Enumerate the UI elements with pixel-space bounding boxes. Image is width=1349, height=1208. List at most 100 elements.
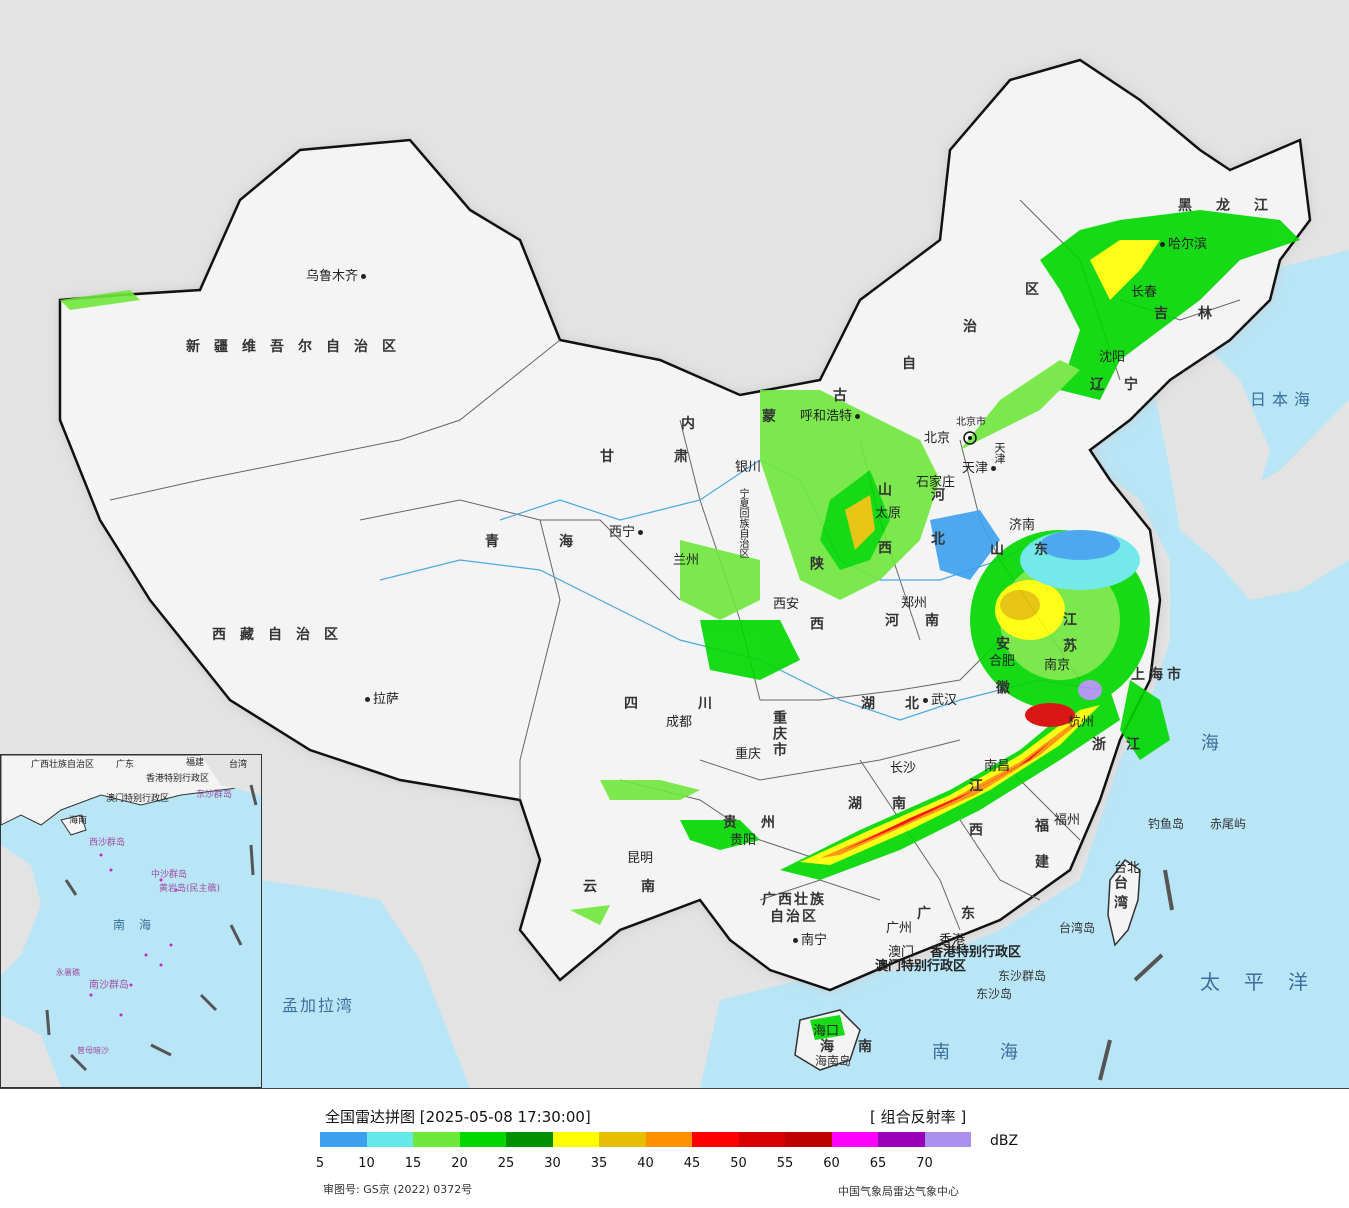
region-neimenggu-6: 区 <box>1025 283 1053 297</box>
city-shenyang: 沈阳 <box>1099 351 1125 364</box>
scale-tick-60: 60 <box>823 1156 840 1171</box>
region-chongqing: 重庆市 <box>772 710 786 758</box>
region-jiangsu: 江苏 <box>1062 612 1076 664</box>
city-taiyuan: 太原 <box>875 507 901 520</box>
city-hohhot: 呼和浩特 <box>800 410 863 423</box>
inset-south-sea: 南海 <box>113 919 165 931</box>
inset-aomen: 澳门特别行政区 <box>106 795 169 804</box>
legend-panel <box>0 1089 1349 1208</box>
sea-bengal: 孟加拉湾 <box>282 998 354 1014</box>
city-zhengzhou: 郑州 <box>901 597 927 610</box>
city-xian: 西安 <box>773 598 799 611</box>
region-shaanxi: 陕西 <box>809 556 823 676</box>
source-credit: 中国气象局雷达气象中心 <box>838 1183 959 1199</box>
inset-guangdong: 广东 <box>116 761 134 770</box>
scale-tick-15: 15 <box>405 1156 422 1171</box>
legend-title: 全国雷达拼图 [2025-05-08 17:30:00] <box>325 1106 591 1127</box>
region-tianjin: 天津 <box>994 442 1005 464</box>
scale-tick-20: 20 <box>451 1156 468 1171</box>
scale-tick-35: 35 <box>591 1156 608 1171</box>
inset-xianggang: 香港特别行政区 <box>146 775 209 784</box>
color-swatch-11 <box>832 1132 879 1147</box>
region-jilin: 吉林 <box>1154 307 1242 321</box>
inset-taiwan: 台湾 <box>229 761 247 770</box>
region-xinjiang: 新疆维吾尔自治区 <box>186 340 410 354</box>
city-macau: 澳门 <box>888 946 914 959</box>
region-henan: 河南 <box>885 614 965 628</box>
scale-tick-25: 25 <box>498 1156 515 1171</box>
city-chengdu: 成都 <box>666 716 692 729</box>
color-swatch-7 <box>646 1132 693 1147</box>
color-swatch-3 <box>460 1132 507 1147</box>
city-lhasa: 拉萨 <box>362 693 399 706</box>
city-hongkong: 香港 <box>939 934 965 947</box>
city-jinan: 济南 <box>1009 519 1035 532</box>
scale-tick-55: 55 <box>777 1156 794 1171</box>
city-beijing-label: 北京市 <box>956 418 986 428</box>
region-aomen: 澳门特别行政区 <box>875 960 966 973</box>
region-xizang: 西藏自治区 <box>212 628 352 642</box>
region-neimenggu-4: 自 <box>902 357 930 371</box>
color-swatch-2 <box>413 1132 460 1147</box>
region-fujian: 福建 <box>1034 818 1048 890</box>
island-taiwan: 台湾岛 <box>1059 922 1095 934</box>
island-chiwei: 赤尾屿 <box>1210 818 1246 830</box>
city-beijing: 北京 <box>924 432 950 445</box>
region-neimenggu-3: 古 <box>833 389 861 403</box>
sea-japan: 日本海 <box>1250 392 1316 408</box>
region-guangdong: 广东 <box>917 907 1005 921</box>
inset-xisha: 西沙群岛 <box>89 839 125 848</box>
city-yinchuan: 银川 <box>735 461 761 474</box>
region-neimenggu-5: 治 <box>963 320 991 334</box>
region-heilongjiang: 黑龙江 <box>1178 199 1292 213</box>
city-haikou: 海口 <box>813 1025 839 1038</box>
sea-east: 海 <box>1201 735 1229 753</box>
sea-south: 南海 <box>932 1044 1068 1062</box>
region-hunan: 湖南 <box>848 797 936 811</box>
region-yunnan: 云南 <box>583 880 699 894</box>
color-swatch-6 <box>599 1132 646 1147</box>
color-swatch-8 <box>692 1132 739 1147</box>
city-urumqi: 乌鲁木齐 <box>306 270 369 283</box>
city-guiyang: 贵阳 <box>730 834 756 847</box>
region-hebei: 河北 <box>930 487 944 575</box>
inset-zengmu: 曾母暗沙 <box>77 1047 109 1055</box>
color-swatch-10 <box>785 1132 832 1147</box>
island-diaoyu: 钓鱼岛 <box>1148 818 1184 830</box>
region-anhui: 安徽 <box>995 636 1009 724</box>
region-gansu: 甘肃 <box>600 450 748 464</box>
scale-tick-30: 30 <box>544 1156 561 1171</box>
scale-tick-10: 10 <box>358 1156 375 1171</box>
city-tianjin: 天津 <box>962 462 999 475</box>
region-shandong: 山东 <box>990 543 1078 557</box>
legend-product: [ 组合反射率 ] <box>870 1106 966 1127</box>
island-hainan: 海南岛 <box>815 1055 851 1067</box>
scale-tick-5: 5 <box>316 1156 324 1171</box>
inset-fujian: 福建 <box>186 759 204 768</box>
city-taipei: 台北 <box>1114 862 1140 875</box>
sea-pacific: 太平洋 <box>1200 972 1332 992</box>
inset-dongsha: 东沙群岛 <box>196 791 232 800</box>
scale-tick-50: 50 <box>730 1156 747 1171</box>
city-lanzhou: 兰州 <box>673 554 699 567</box>
inset-huangyan: 黄岩岛(民主礁) <box>159 885 220 894</box>
city-nanning: 南宁 <box>790 934 827 947</box>
color-swatch-4 <box>506 1132 553 1147</box>
city-chongqing: 重庆 <box>735 748 761 761</box>
city-changsha: 长沙 <box>890 762 916 775</box>
region-ningxia: 宁夏回族自治区 <box>737 488 747 558</box>
region-shanxi: 山西 <box>877 482 891 598</box>
region-liaoning: 辽宁 <box>1090 378 1158 392</box>
region-guizhou: 贵州 <box>723 816 799 830</box>
island-dongsha: 东沙岛 <box>976 988 1012 1000</box>
scale-tick-65: 65 <box>870 1156 887 1171</box>
region-taiwan: 台湾 <box>1113 875 1127 915</box>
city-changchun: 长春 <box>1131 286 1157 299</box>
city-kunming: 昆明 <box>627 852 653 865</box>
scale-tick-45: 45 <box>684 1156 701 1171</box>
radar-map: 新疆维吾尔自治区 西藏自治区 青海 甘肃 四川 云南 贵州 重庆市 陕西 山西 … <box>0 0 1349 1089</box>
scale-tick-40: 40 <box>637 1156 654 1171</box>
region-hainan: 海南 <box>820 1040 896 1054</box>
island-dongsha-qd: 东沙群岛 <box>998 970 1046 982</box>
region-neimenggu-2: 蒙 <box>762 410 790 424</box>
